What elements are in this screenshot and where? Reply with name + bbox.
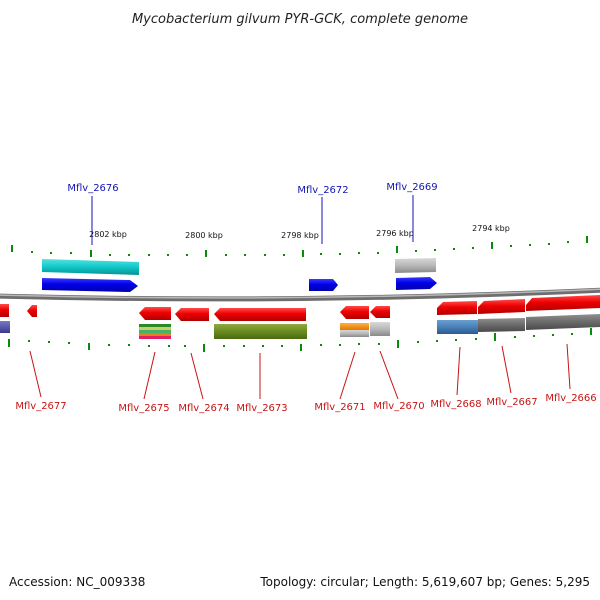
gene-feature[interactable] [437, 320, 478, 334]
gene-feature[interactable] [340, 323, 369, 330]
accession-text: Accession: NC_009338 [9, 575, 145, 589]
gene-feature[interactable] [175, 308, 209, 321]
map-title: Mycobacterium gilvum PYR-GCK, complete g… [132, 12, 468, 27]
gene-feature[interactable] [139, 324, 171, 327]
ruler-label: 2802 kbp [89, 230, 127, 239]
gene-feature[interactable] [27, 305, 37, 317]
gene-feature[interactable] [139, 327, 171, 330]
gene-label[interactable]: Mflv_2671 [314, 402, 365, 413]
gene-feature[interactable] [437, 301, 477, 315]
gene-label[interactable]: Mflv_2666 [545, 393, 596, 404]
gene-feature[interactable] [370, 306, 390, 318]
gene-label[interactable]: Mflv_2674 [178, 403, 229, 414]
ruler-ticks-lower [8, 328, 592, 352]
genome-backbone [0, 287, 600, 302]
gene-feature[interactable] [42, 259, 139, 275]
bottom-leader-lines [29, 343, 571, 400]
gene-label[interactable]: Mflv_2676 [67, 183, 118, 194]
gene-feature[interactable] [309, 279, 338, 291]
gene-feature[interactable] [340, 330, 369, 337]
gene-label[interactable]: Mflv_2668 [430, 399, 481, 410]
gene-feature[interactable] [370, 322, 390, 336]
gene-feature[interactable] [214, 324, 307, 339]
gene-feature[interactable] [526, 295, 600, 311]
gene-feature[interactable] [340, 306, 369, 319]
bottom-gene-labels: Mflv_2677 Mflv_2675 Mflv_2674 Mflv_2673 … [15, 393, 596, 414]
gene-label[interactable]: Mflv_2669 [386, 182, 437, 193]
top-leader-lines [91, 195, 414, 245]
topology-text: Topology: circular; Length: 5,619,607 bp… [259, 575, 590, 589]
gene-feature[interactable] [395, 258, 436, 273]
ruler-label: 2798 kbp [281, 231, 319, 240]
top-gene-labels: Mflv_2676 Mflv_2672 Mflv_2669 [67, 182, 437, 196]
gene-feature[interactable] [396, 277, 437, 290]
ruler-ticks-upper [11, 236, 588, 257]
gene-label[interactable]: Mflv_2675 [118, 403, 169, 414]
gene-feature[interactable] [0, 321, 10, 333]
ruler-labels: 2802 kbp 2800 kbp 2798 kbp 2796 kbp 2794… [89, 224, 510, 240]
reverse-features [0, 295, 600, 339]
gene-feature[interactable] [478, 318, 525, 332]
ruler-label: 2800 kbp [185, 231, 223, 240]
gene-feature[interactable] [139, 336, 171, 339]
gene-feature[interactable] [139, 307, 171, 320]
gene-feature[interactable] [478, 299, 525, 314]
gene-label[interactable]: Mflv_2670 [373, 401, 424, 412]
forward-features [42, 258, 437, 292]
gene-label[interactable]: Mflv_2673 [236, 403, 287, 414]
gene-feature[interactable] [0, 304, 9, 317]
gene-feature[interactable] [139, 330, 171, 333]
genome-backbone-highlight [0, 288, 600, 299]
ruler-label: 2796 kbp [376, 229, 414, 238]
gene-label[interactable]: Mflv_2677 [15, 401, 66, 412]
gene-feature[interactable] [214, 308, 306, 321]
gene-label[interactable]: Mflv_2672 [297, 185, 348, 196]
ruler-label: 2794 kbp [472, 224, 510, 233]
gene-label[interactable]: Mflv_2667 [486, 397, 537, 408]
gene-feature[interactable] [42, 278, 138, 292]
gene-feature[interactable] [526, 314, 600, 330]
gene-feature[interactable] [139, 333, 171, 336]
